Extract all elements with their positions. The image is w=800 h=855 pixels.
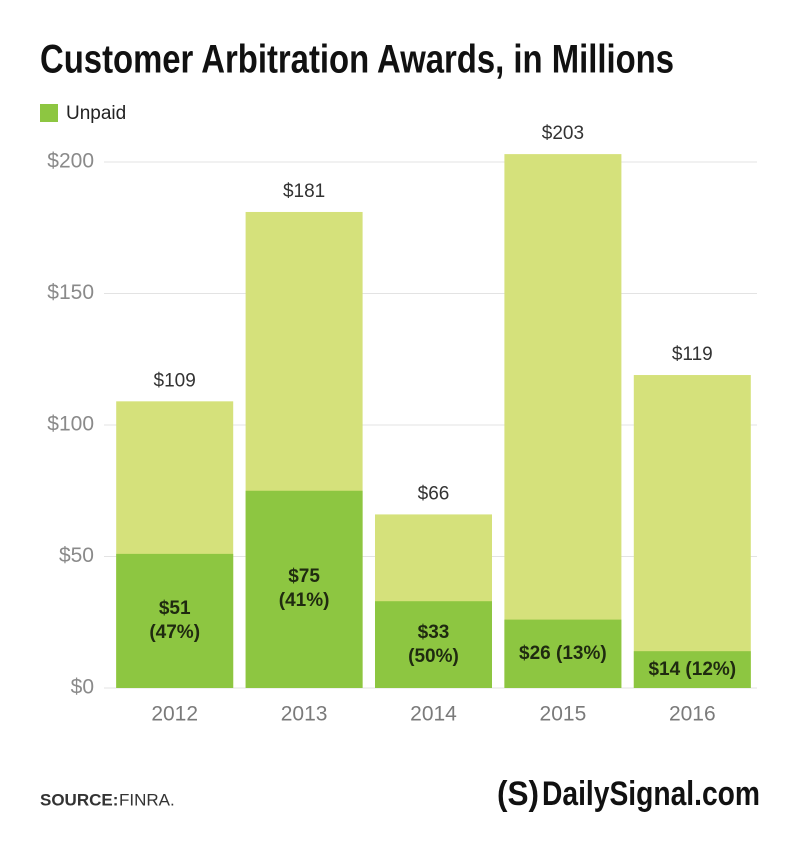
- y-tick-label: $100: [47, 413, 94, 436]
- value-label: $51 (47%): [149, 597, 201, 643]
- unpaid-bar: [116, 553, 234, 688]
- legend-swatch: [40, 104, 58, 122]
- total-label: $109: [154, 370, 196, 391]
- total-bar: [504, 154, 622, 689]
- logo-mark: (S): [497, 775, 539, 813]
- y-tick-label: $200: [47, 150, 94, 173]
- x-tick-label: 2016: [669, 703, 716, 726]
- chart-title: Customer Arbitration Awards, in Millions: [40, 38, 674, 82]
- value-label: $33 (50%): [408, 621, 459, 667]
- total-label: $66: [418, 483, 450, 504]
- unpaid-bar: [375, 601, 492, 688]
- unpaid-bar: [504, 619, 622, 688]
- total-label: $119: [672, 344, 713, 365]
- total-label: $203: [542, 123, 584, 144]
- y-tick-label: $0: [71, 676, 94, 699]
- total-label: $181: [283, 181, 325, 202]
- total-bar: [633, 375, 751, 688]
- x-tick-label: 2012: [151, 703, 198, 726]
- source: FINRA.: [119, 790, 175, 809]
- legend-label: Unpaid: [66, 103, 126, 124]
- source-label: SOURCE:: [40, 790, 118, 809]
- y-tick-label: $50: [59, 544, 94, 567]
- logo: DailySignal.com: [542, 775, 760, 813]
- x-tick-label: 2013: [281, 703, 328, 726]
- value-label: $14 (12%): [648, 658, 737, 680]
- y-tick-label: $150: [47, 281, 94, 304]
- value-label: $75 (41%): [278, 566, 330, 612]
- unpaid-bar: [245, 490, 363, 688]
- x-tick-label: 2015: [540, 703, 587, 726]
- unpaid-bar: [633, 651, 751, 688]
- value-label: $26 (13%): [519, 642, 607, 664]
- x-tick-label: 2014: [410, 703, 457, 726]
